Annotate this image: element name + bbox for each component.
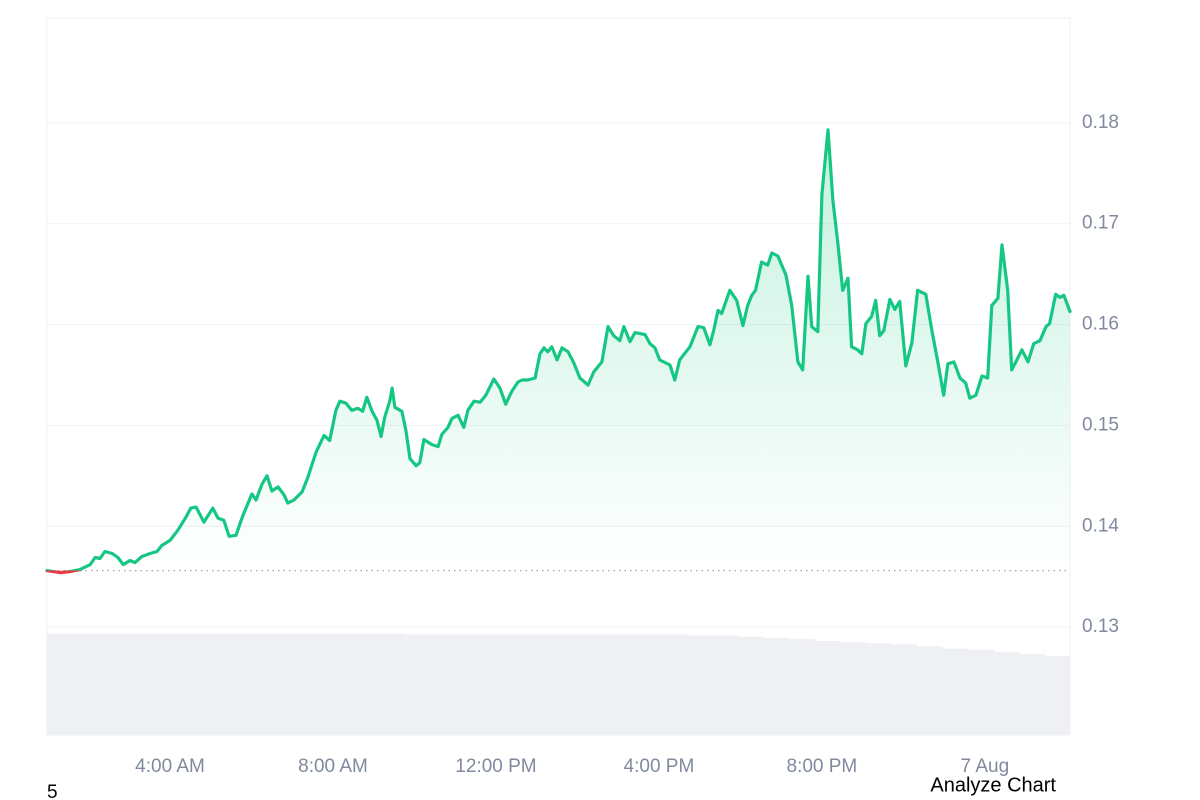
volume-bar <box>353 633 380 735</box>
volume-bar <box>763 637 790 735</box>
analyze-chart[interactable]: Analyze Chart <box>930 774 1056 796</box>
volume-bar <box>507 634 534 735</box>
price-line <box>45 128 1072 575</box>
volume-bar <box>711 635 739 735</box>
volume-bar <box>1044 656 1071 735</box>
footer-left: 5 <box>47 782 58 800</box>
volume-bar <box>328 633 355 735</box>
volume-bar <box>993 651 1020 735</box>
volume-bar <box>660 634 687 735</box>
volume-bar <box>98 633 125 735</box>
x-tick-label: 12:00 PM <box>455 756 536 777</box>
y-tick-label: 0.16 <box>1082 314 1119 335</box>
volume-bar <box>379 633 406 735</box>
volume-bar <box>635 634 662 735</box>
volume-bar <box>967 649 994 735</box>
volume-bar <box>72 633 99 735</box>
volume-bar <box>1018 654 1045 735</box>
x-tick-label: 4:00 AM <box>135 756 205 777</box>
y-tick-label: 0.15 <box>1082 414 1119 435</box>
volume-bar <box>226 633 253 735</box>
y-tick-label: 0.14 <box>1082 515 1119 536</box>
volume-bar <box>942 648 969 735</box>
volume-bar <box>532 634 559 735</box>
x-tick-label: 4:00 PM <box>624 756 695 777</box>
volume-bar <box>405 634 432 735</box>
volume-bar <box>609 634 636 735</box>
volume-bar <box>814 641 841 735</box>
volume-bar <box>558 634 585 735</box>
volume-bar <box>149 633 176 735</box>
volume-bar <box>47 633 74 735</box>
volume-bar <box>737 636 764 735</box>
y-tick-label: 0.18 <box>1082 112 1119 133</box>
volume-bar <box>788 638 815 735</box>
x-tick-label: 8:00 AM <box>298 756 368 777</box>
volume-bar <box>481 634 508 735</box>
y-tick-label: 0.13 <box>1082 616 1119 637</box>
y-tick-label: 0.17 <box>1082 213 1119 234</box>
volume-bar <box>584 634 611 735</box>
volume-bar <box>123 633 150 735</box>
volume-bar <box>686 635 713 735</box>
volume-bar <box>200 633 227 735</box>
volume-bar <box>251 633 278 735</box>
volume-bar <box>890 644 918 735</box>
volume-bar <box>456 634 483 735</box>
volume-bar <box>430 634 457 735</box>
volume-bar <box>174 633 201 735</box>
x-tick-label: 8:00 PM <box>787 756 858 777</box>
volume-bar <box>302 633 329 735</box>
volume-bar <box>839 642 866 735</box>
x-tick-label: 7 Aug <box>961 756 1010 777</box>
price-area <box>47 129 1070 573</box>
volume-bar <box>916 646 943 735</box>
volume-bar <box>277 633 304 735</box>
volume-bar <box>865 643 892 735</box>
